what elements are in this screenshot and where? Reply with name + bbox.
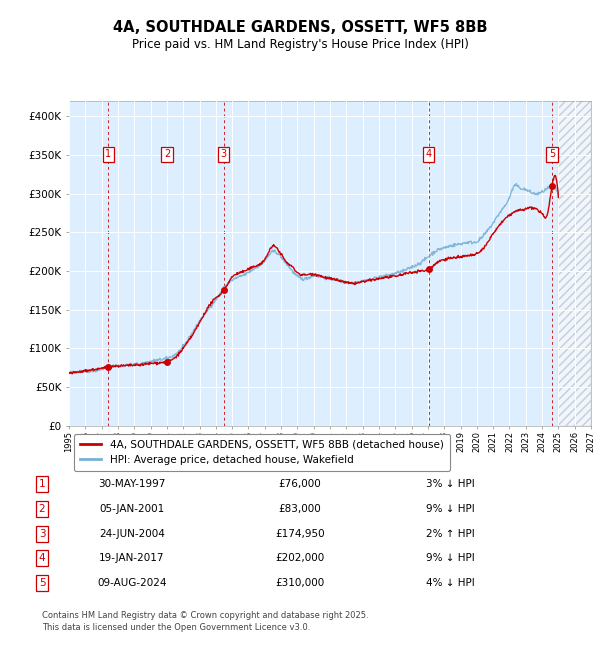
Text: 5: 5: [38, 578, 46, 588]
Text: Contains HM Land Registry data © Crown copyright and database right 2025.
This d: Contains HM Land Registry data © Crown c…: [42, 611, 368, 632]
Bar: [559, 101, 591, 426]
Text: 3: 3: [38, 528, 46, 539]
Text: £202,000: £202,000: [275, 553, 325, 564]
Text: 09-AUG-2024: 09-AUG-2024: [97, 578, 167, 588]
Text: 1: 1: [38, 479, 46, 489]
Text: 3% ↓ HPI: 3% ↓ HPI: [425, 479, 475, 489]
Text: £83,000: £83,000: [278, 504, 322, 514]
Text: 1: 1: [105, 150, 112, 159]
Bar: [559, 101, 591, 426]
Text: £174,950: £174,950: [275, 528, 325, 539]
Text: 9% ↓ HPI: 9% ↓ HPI: [425, 504, 475, 514]
Text: 2: 2: [38, 504, 46, 514]
Text: £76,000: £76,000: [278, 479, 322, 489]
Text: 30-MAY-1997: 30-MAY-1997: [98, 479, 166, 489]
Text: 4% ↓ HPI: 4% ↓ HPI: [425, 578, 475, 588]
Text: Price paid vs. HM Land Registry's House Price Index (HPI): Price paid vs. HM Land Registry's House …: [131, 38, 469, 51]
Text: 9% ↓ HPI: 9% ↓ HPI: [425, 553, 475, 564]
Text: 5: 5: [549, 150, 555, 159]
Text: 2% ↑ HPI: 2% ↑ HPI: [425, 528, 475, 539]
Text: 4A, SOUTHDALE GARDENS, OSSETT, WF5 8BB: 4A, SOUTHDALE GARDENS, OSSETT, WF5 8BB: [113, 20, 487, 35]
Text: £310,000: £310,000: [275, 578, 325, 588]
Legend: 4A, SOUTHDALE GARDENS, OSSETT, WF5 8BB (detached house), HPI: Average price, det: 4A, SOUTHDALE GARDENS, OSSETT, WF5 8BB (…: [74, 434, 450, 471]
Text: 4: 4: [38, 553, 46, 564]
Text: 3: 3: [221, 150, 227, 159]
Text: 19-JAN-2017: 19-JAN-2017: [99, 553, 165, 564]
Text: 24-JUN-2004: 24-JUN-2004: [99, 528, 165, 539]
Text: 05-JAN-2001: 05-JAN-2001: [100, 504, 164, 514]
Text: 2: 2: [164, 150, 170, 159]
Text: 4: 4: [425, 150, 432, 159]
